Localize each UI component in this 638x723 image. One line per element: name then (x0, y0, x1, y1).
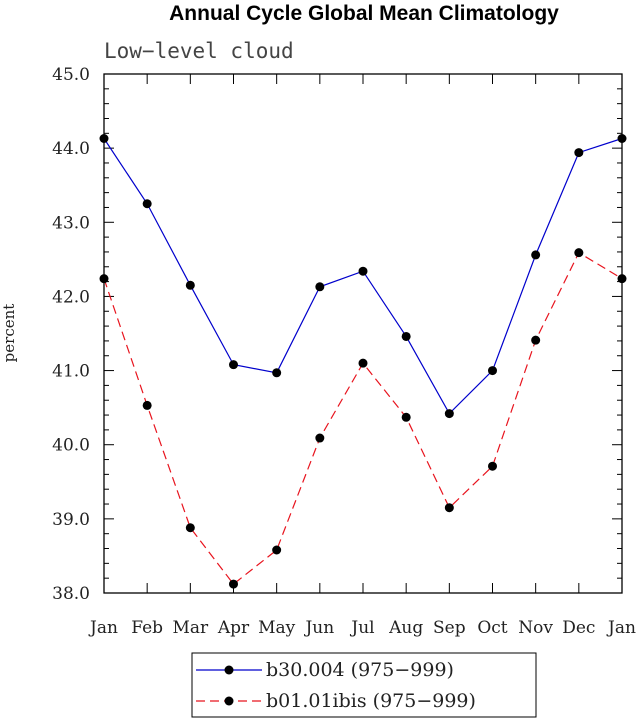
data-point (229, 579, 238, 589)
series-group (99, 134, 627, 589)
data-point (185, 523, 195, 533)
y-tick-label: 41.0 (52, 362, 90, 382)
x-tick-label: Jan (88, 618, 118, 638)
x-tick-label: Jan (606, 618, 636, 638)
y-tick-label: 40.0 (52, 436, 90, 456)
legend-label-2: b01.01ibis (975−999) (266, 690, 476, 712)
data-point (488, 461, 497, 471)
x-tick-label: Oct (477, 618, 507, 638)
data-point (531, 335, 541, 345)
data-point (574, 148, 584, 158)
legend: b30.004 (975−999) b01.01ibis (975−999) (191, 652, 537, 718)
x-tick-label: Apr (217, 618, 250, 638)
y-axis-label: percent (0, 304, 18, 363)
legend-label-1: b30.004 (975−999) (266, 659, 454, 681)
legend-box (191, 652, 537, 718)
legend-marker-1 (224, 665, 234, 675)
data-point (358, 358, 368, 368)
x-tick-label: Jun (303, 618, 334, 638)
data-point (272, 545, 282, 555)
data-point (142, 400, 152, 410)
x-tick-label: Dec (562, 618, 595, 638)
x-tick-label: Mar (172, 618, 209, 638)
chart-title: Annual Cycle Global Mean Climatology (169, 2, 559, 25)
legend-items: b30.004 (975−999) b01.01ibis (975−999) (196, 659, 476, 712)
chart-subtitle: Low−level cloud (104, 39, 294, 63)
x-tick-label: Sep (433, 618, 466, 638)
series-line-1 (103, 137, 623, 415)
x-tick-label: Nov (518, 618, 553, 638)
y-tick-label: 44.0 (52, 139, 90, 159)
axis-tick-labels: Jan Feb Mar Apr May Jun Jul Aug Sep Oct Nov Dec Jan 3… (52, 65, 636, 638)
legend-marker-2 (224, 696, 234, 706)
y-tick-label: 43.0 (52, 213, 90, 233)
axis-ticks (103, 73, 623, 594)
data-point (531, 250, 541, 260)
data-point (444, 503, 454, 513)
data-point (272, 368, 282, 378)
y-tick-label: 38.0 (52, 584, 90, 604)
data-point (315, 433, 325, 443)
data-point (229, 360, 238, 370)
x-tick-label: Jul (349, 618, 374, 638)
y-tick-label: 39.0 (52, 510, 90, 530)
data-point (488, 366, 497, 376)
data-point (401, 331, 411, 341)
data-point (358, 266, 368, 276)
data-point (574, 248, 584, 258)
x-tick-label: May (258, 618, 296, 638)
series-line-2 (103, 251, 623, 585)
y-tick-label: 42.0 (52, 287, 90, 307)
x-tick-label: Feb (131, 618, 163, 638)
x-tick-label: Aug (388, 618, 423, 638)
data-point (142, 199, 152, 209)
data-point (401, 412, 411, 422)
plot-frame (103, 73, 623, 594)
data-point (444, 409, 454, 419)
data-point (315, 282, 325, 292)
y-tick-label: 45.0 (52, 65, 90, 85)
data-point (185, 280, 195, 290)
